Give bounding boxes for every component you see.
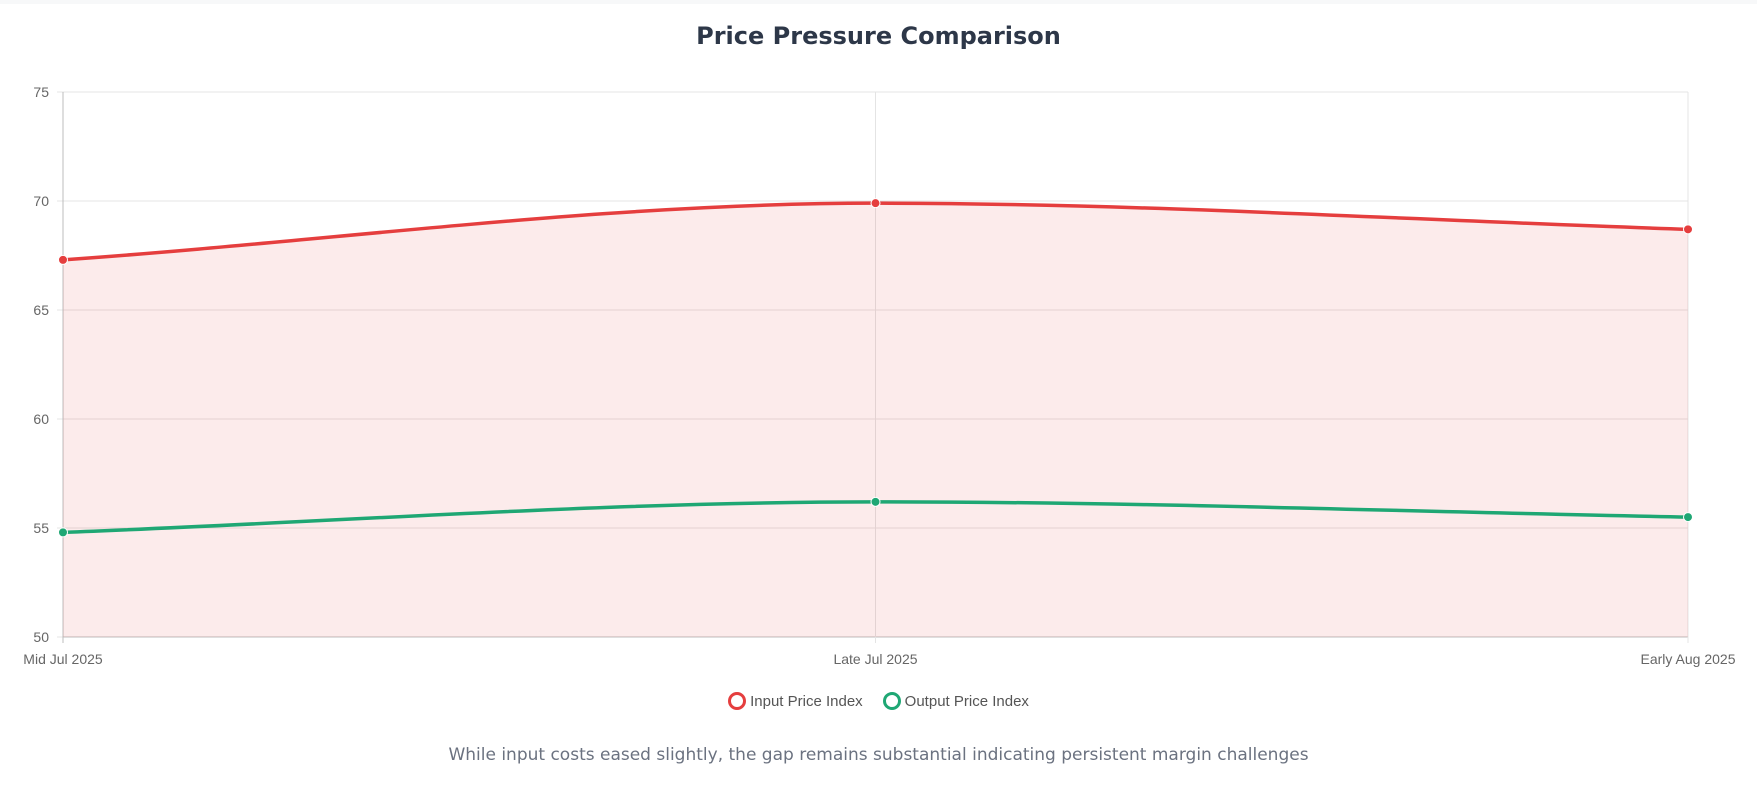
grid-lines xyxy=(57,91,1689,643)
area-fill-input-price-index xyxy=(63,203,1688,637)
data-point-input-price-index[interactable] xyxy=(870,198,881,209)
data-point-output-price-index[interactable] xyxy=(870,496,881,507)
y-tick-label: 55 xyxy=(33,520,49,536)
data-points xyxy=(58,198,1693,538)
legend-item-output-price-index[interactable]: Output Price Index xyxy=(882,692,1029,710)
y-tick-label: 50 xyxy=(33,629,49,645)
x-tick-label: Late Jul 2025 xyxy=(833,651,917,667)
legend-label-input: Input Price Index xyxy=(750,692,863,710)
legend-item-input-price-index[interactable]: Input Price Index xyxy=(728,692,863,710)
legend-label-output: Output Price Index xyxy=(904,692,1029,710)
chart-caption: While input costs eased slightly, the ga… xyxy=(448,745,1309,765)
y-tick-label: 65 xyxy=(33,302,49,318)
data-point-input-price-index[interactable] xyxy=(1683,224,1693,235)
x-axis-ticks: Mid Jul 2025 Late Jul 2025 Early Aug 2025 xyxy=(23,651,1735,667)
legend: Input Price Index Output Price Index xyxy=(0,692,1757,710)
data-point-output-price-index[interactable] xyxy=(1683,512,1693,523)
top-bar xyxy=(0,0,1757,4)
y-tick-label: 60 xyxy=(33,411,49,427)
chart-title: Price Pressure Comparison xyxy=(696,22,1061,50)
data-point-input-price-index[interactable] xyxy=(58,254,68,265)
x-tick-label: Mid Jul 2025 xyxy=(23,651,103,667)
legend-swatch-output xyxy=(882,692,901,710)
area-fills xyxy=(63,203,1688,637)
data-point-output-price-index[interactable] xyxy=(58,527,68,538)
x-tick-label: Early Aug 2025 xyxy=(1641,651,1736,667)
legend-swatch-input xyxy=(728,692,747,710)
y-tick-label: 75 xyxy=(33,84,49,100)
y-axis-ticks: 50 55 60 65 70 75 xyxy=(33,84,49,645)
y-tick-label: 70 xyxy=(33,193,49,209)
